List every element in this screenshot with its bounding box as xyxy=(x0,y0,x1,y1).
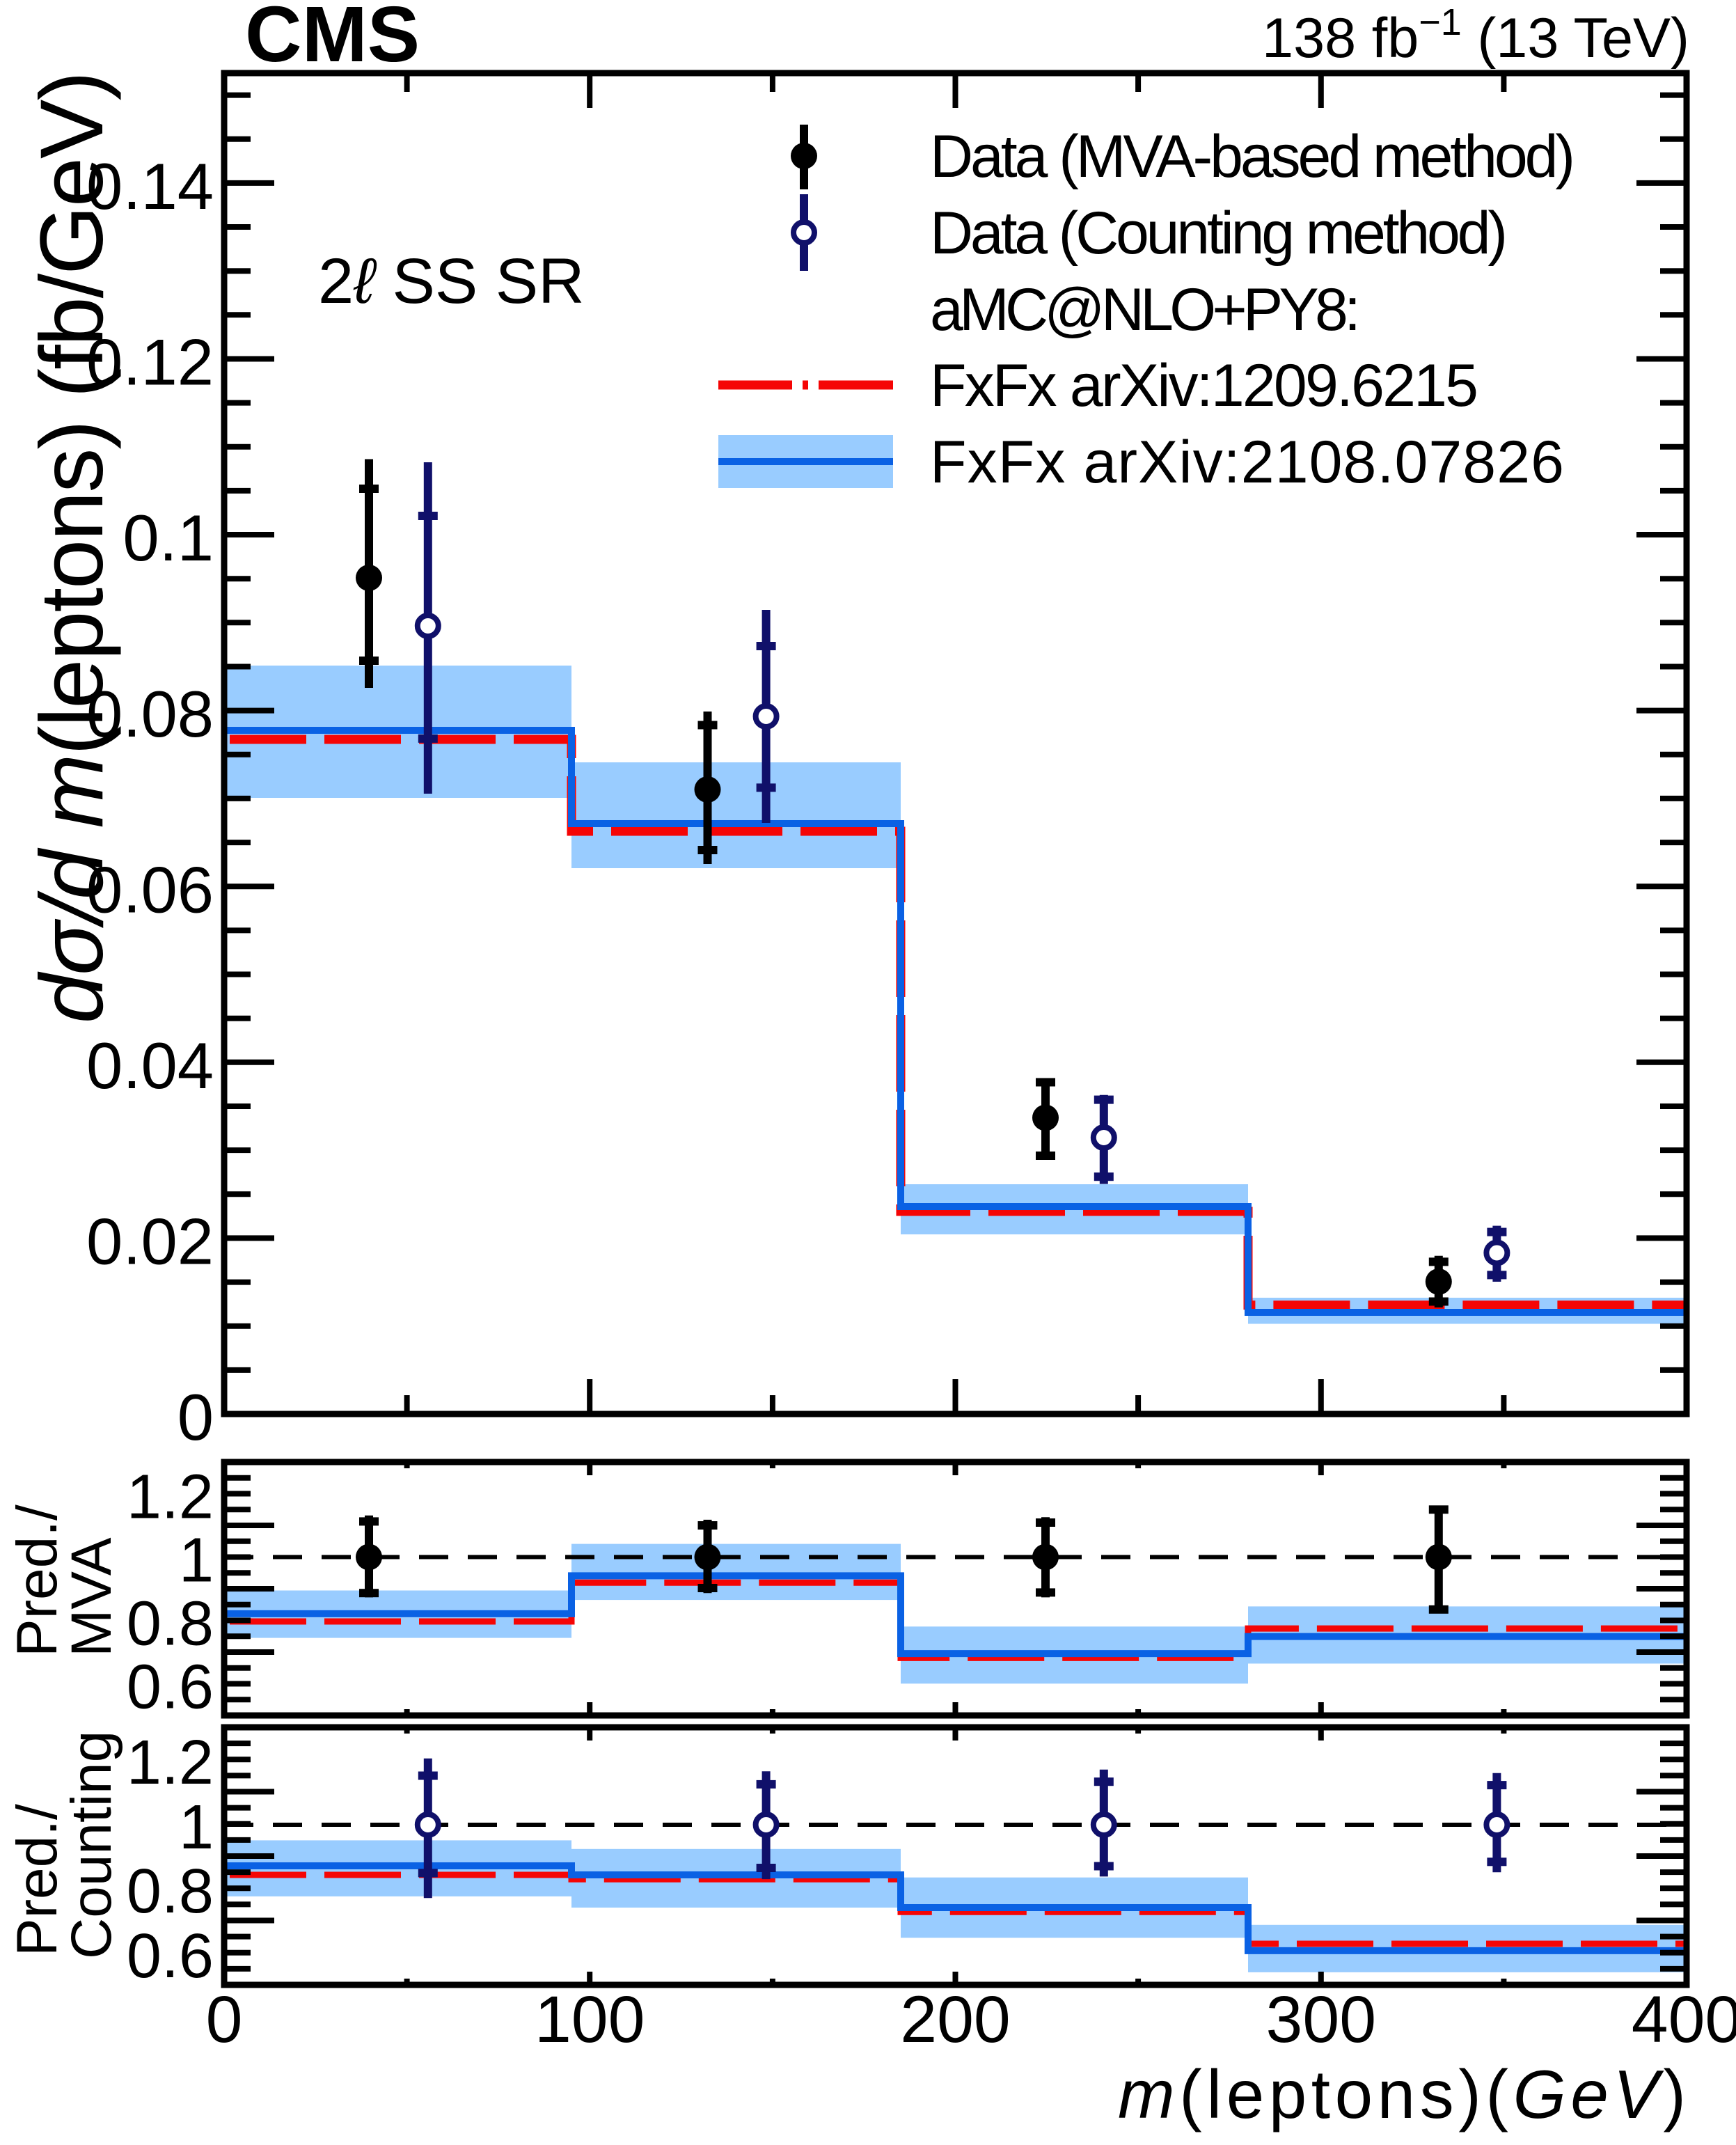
svg-text:0.1: 0.1 xyxy=(123,501,214,574)
svg-text:m(leptons)(GeV): m(leptons)(GeV) xyxy=(1118,2056,1686,2132)
svg-text:0.04: 0.04 xyxy=(86,1029,214,1102)
svg-text:100: 100 xyxy=(535,1983,645,2057)
svg-text:dσ/d m(leptons) (fb/GeV): dσ/d m(leptons) (fb/GeV) xyxy=(22,71,122,1023)
svg-text:0.8: 0.8 xyxy=(127,1857,214,1926)
svg-text:aMC@NLO+PY8:: aMC@NLO+PY8: xyxy=(930,276,1361,343)
svg-text:2ℓ SS SR: 2ℓ SS SR xyxy=(318,246,585,317)
svg-text:CMS: CMS xyxy=(245,0,420,78)
svg-text:0: 0 xyxy=(177,1381,214,1454)
svg-text:Pred./: Pred./ xyxy=(6,1504,69,1657)
svg-text:200: 200 xyxy=(900,1983,1011,2057)
svg-text:0.6: 0.6 xyxy=(127,1922,214,1991)
svg-text:Data (MVA-based method): Data (MVA-based method) xyxy=(930,123,1575,190)
svg-text:0.14: 0.14 xyxy=(86,150,214,223)
svg-text:0.8: 0.8 xyxy=(127,1589,214,1659)
svg-text:FxFx arXiv:2108.07826: FxFx arXiv:2108.07826 xyxy=(930,429,1564,496)
svg-text:0.6: 0.6 xyxy=(127,1653,214,1722)
svg-text:0.08: 0.08 xyxy=(86,677,214,751)
svg-text:Counting: Counting xyxy=(60,1731,123,1959)
svg-text:0.12: 0.12 xyxy=(86,326,214,399)
svg-text:138 fb−1 (13 TeV): 138 fb−1 (13 TeV) xyxy=(1262,1,1689,70)
svg-text:1.2: 1.2 xyxy=(127,1463,214,1532)
svg-text:Data (Counting method): Data (Counting method) xyxy=(930,200,1508,267)
svg-text:MVA: MVA xyxy=(60,1537,123,1657)
svg-text:0.02: 0.02 xyxy=(86,1204,214,1278)
svg-text:Pred./: Pred./ xyxy=(6,1804,69,1956)
svg-text:1: 1 xyxy=(179,1526,214,1596)
svg-text:0: 0 xyxy=(206,1983,243,2057)
svg-text:300: 300 xyxy=(1266,1983,1377,2057)
svg-text:1.2: 1.2 xyxy=(127,1728,214,1798)
svg-text:0.06: 0.06 xyxy=(86,853,214,926)
svg-text:400: 400 xyxy=(1632,1983,1736,2057)
svg-text:FxFx arXiv:1209.6215: FxFx arXiv:1209.6215 xyxy=(930,352,1478,419)
svg-text:1: 1 xyxy=(179,1793,214,1862)
